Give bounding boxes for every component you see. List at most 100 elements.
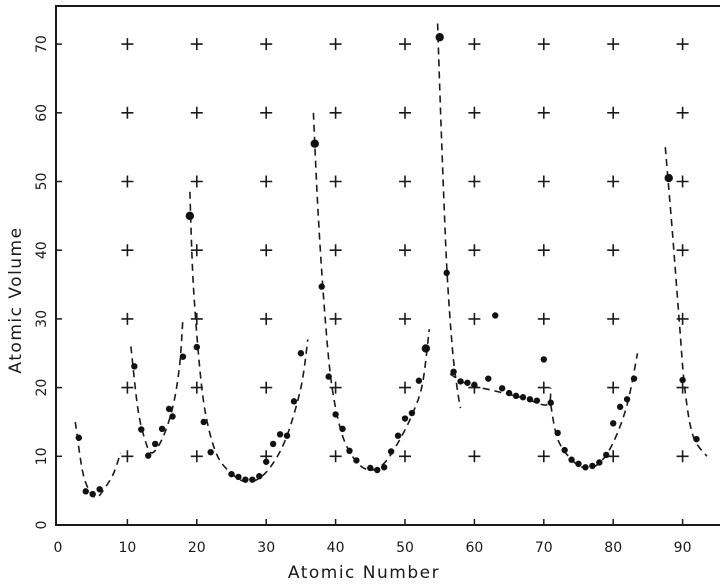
data-point	[664, 173, 673, 183]
data-point	[131, 363, 138, 370]
data-point	[443, 269, 450, 277]
data-point	[235, 473, 242, 481]
data-point	[394, 432, 402, 439]
data-point	[623, 396, 631, 403]
grid-plus-marker	[260, 312, 273, 325]
data-point	[249, 476, 256, 483]
grid-plus-marker	[399, 312, 411, 325]
data-point	[290, 398, 298, 405]
dashed-trend-curve	[436, 23, 462, 409]
data-point	[492, 312, 499, 319]
x-axis-label: Atomic Number	[288, 563, 440, 583]
grid-plus-marker	[329, 450, 342, 463]
data-point	[498, 385, 506, 392]
data-point	[318, 283, 325, 290]
x-tick-label: 50	[396, 540, 414, 556]
grid-plus-marker	[329, 175, 342, 188]
grid-plus-marker	[468, 312, 481, 325]
x-tick-label: 80	[604, 540, 622, 556]
data-point	[596, 459, 603, 466]
grid-plus-marker	[190, 381, 203, 394]
data-point	[75, 434, 83, 441]
data-point	[179, 353, 187, 360]
grid-plus-marker	[190, 175, 203, 188]
data-point	[96, 486, 103, 493]
grid-plus-marker	[537, 106, 550, 119]
data-point	[401, 415, 409, 422]
grid-plus-marker	[399, 450, 411, 463]
x-tick-label: 0	[54, 540, 63, 556]
data-point	[415, 377, 423, 384]
y-tick-label: 40	[34, 241, 50, 259]
data-point	[603, 451, 610, 459]
data-point	[505, 389, 513, 397]
grid-plus-marker	[121, 175, 134, 188]
grid-plus-marker	[399, 106, 411, 119]
grid-plus-marker	[121, 106, 134, 119]
data-point	[145, 452, 152, 459]
grid-plus-marker	[399, 38, 411, 51]
data-point	[547, 399, 554, 406]
x-tick-labels: 0 10 20 30 40 50 60 70 80 90	[54, 540, 692, 556]
grid-plus-marker	[260, 381, 273, 394]
grid-plus-marker	[190, 312, 203, 325]
grid-plus-marker	[399, 381, 411, 394]
data-point	[554, 429, 561, 437]
grid-plus-marker	[468, 106, 481, 119]
grid-plus-marker	[190, 244, 203, 257]
data-point	[457, 378, 464, 385]
grid-plus-marker	[537, 175, 550, 188]
data-point	[297, 350, 305, 357]
data-point	[589, 462, 596, 470]
grid-plus-marker	[537, 381, 550, 394]
grid-plus-marker	[121, 312, 134, 325]
data-point	[138, 426, 145, 433]
data-point	[367, 464, 374, 472]
data-point	[200, 418, 207, 426]
grid-plus-marker	[676, 244, 689, 257]
data-point	[464, 379, 471, 386]
dashed-trend-curve	[74, 421, 122, 499]
data-point	[158, 425, 166, 433]
grid-plus-marker	[190, 38, 203, 51]
grid-plus-marker	[676, 38, 689, 51]
grid-plus-marker	[676, 381, 689, 394]
grid-plus-marker	[121, 244, 134, 257]
grid-plus-marker	[537, 38, 550, 51]
data-point	[568, 456, 575, 463]
grid-plus-marker	[468, 175, 481, 188]
dashed-trend-curve	[130, 318, 184, 454]
grid-plus-marker	[676, 175, 689, 188]
grid-plus-marker	[537, 450, 550, 463]
data-point	[512, 392, 520, 400]
grid-plus-marker	[607, 38, 620, 51]
y-tick-label: 30	[34, 310, 50, 328]
plot-frame	[55, 5, 720, 526]
grid-plus-marker	[121, 450, 134, 463]
data-point	[165, 405, 173, 413]
data-point	[228, 470, 235, 478]
grid-plus-marker	[607, 450, 620, 463]
data-point	[276, 431, 284, 438]
grid-plus-marker	[537, 312, 550, 325]
y-tick-label: 60	[34, 104, 50, 122]
y-axis-label: Atomic Volume	[6, 226, 26, 373]
grid-plus-marker	[260, 244, 273, 257]
grid-plus-marker	[676, 106, 689, 119]
grid-plus-marker	[190, 106, 203, 119]
grid-plus-marker	[329, 38, 342, 51]
dashed-trend-curve	[189, 191, 309, 483]
grid-plus-marker	[329, 381, 342, 394]
x-tick-label: 20	[188, 540, 206, 556]
x-tick-label: 90	[674, 540, 692, 556]
x-tick-label: 10	[118, 540, 136, 556]
data-point	[353, 457, 360, 464]
grid-plus-marker	[329, 244, 342, 257]
grid-plus-marker	[121, 38, 134, 51]
data-point	[346, 447, 353, 455]
y-tick-labels: 0 10 20 30 40 50 60 70	[34, 35, 50, 529]
data-point	[325, 373, 332, 380]
data-points	[75, 33, 700, 498]
data-point	[89, 490, 96, 498]
data-point	[283, 432, 291, 439]
